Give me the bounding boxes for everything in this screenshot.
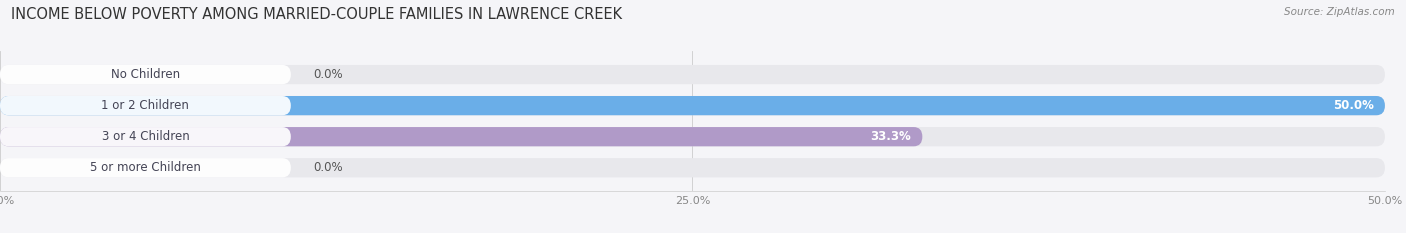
Text: 5 or more Children: 5 or more Children bbox=[90, 161, 201, 174]
Text: 3 or 4 Children: 3 or 4 Children bbox=[101, 130, 190, 143]
FancyBboxPatch shape bbox=[0, 158, 291, 177]
FancyBboxPatch shape bbox=[0, 65, 1385, 84]
Text: 1 or 2 Children: 1 or 2 Children bbox=[101, 99, 190, 112]
Text: 50.0%: 50.0% bbox=[1333, 99, 1374, 112]
FancyBboxPatch shape bbox=[0, 65, 291, 84]
Text: No Children: No Children bbox=[111, 68, 180, 81]
FancyBboxPatch shape bbox=[0, 158, 1385, 177]
FancyBboxPatch shape bbox=[0, 96, 1385, 115]
Text: Source: ZipAtlas.com: Source: ZipAtlas.com bbox=[1284, 7, 1395, 17]
FancyBboxPatch shape bbox=[0, 96, 291, 115]
FancyBboxPatch shape bbox=[0, 127, 922, 146]
FancyBboxPatch shape bbox=[0, 127, 291, 146]
FancyBboxPatch shape bbox=[0, 96, 1385, 115]
Text: INCOME BELOW POVERTY AMONG MARRIED-COUPLE FAMILIES IN LAWRENCE CREEK: INCOME BELOW POVERTY AMONG MARRIED-COUPL… bbox=[11, 7, 623, 22]
Text: 33.3%: 33.3% bbox=[870, 130, 911, 143]
FancyBboxPatch shape bbox=[0, 127, 1385, 146]
Text: 0.0%: 0.0% bbox=[314, 161, 343, 174]
Text: 0.0%: 0.0% bbox=[314, 68, 343, 81]
